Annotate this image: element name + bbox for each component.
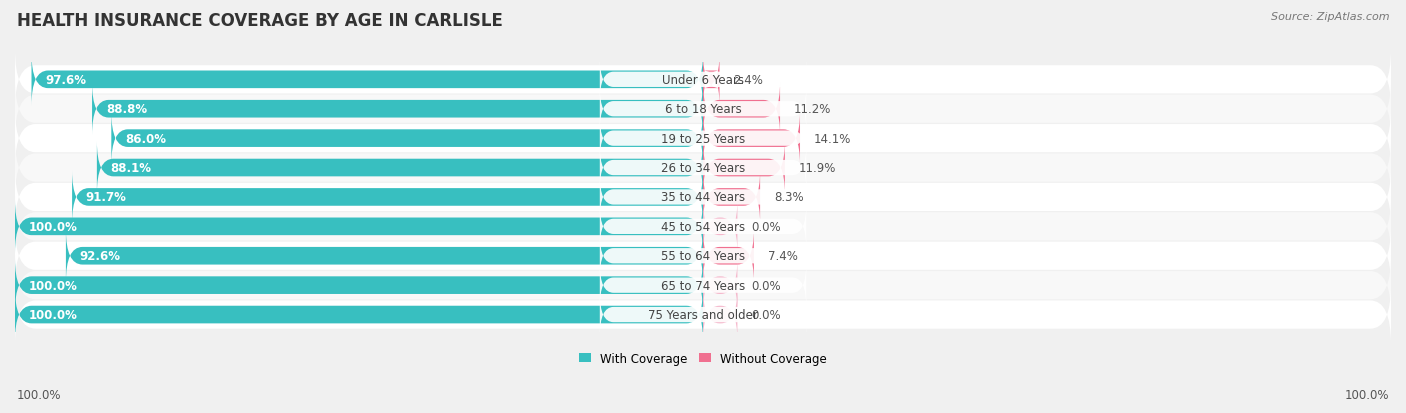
FancyBboxPatch shape <box>703 230 754 282</box>
FancyBboxPatch shape <box>15 138 1391 198</box>
FancyBboxPatch shape <box>91 83 703 136</box>
Text: 2.4%: 2.4% <box>734 74 763 87</box>
FancyBboxPatch shape <box>15 285 1391 345</box>
FancyBboxPatch shape <box>15 109 1391 169</box>
FancyBboxPatch shape <box>600 205 806 249</box>
Legend: With Coverage, Without Coverage: With Coverage, Without Coverage <box>574 347 832 370</box>
Text: 26 to 34 Years: 26 to 34 Years <box>661 161 745 175</box>
Text: 19 to 25 Years: 19 to 25 Years <box>661 132 745 145</box>
FancyBboxPatch shape <box>15 50 1391 110</box>
FancyBboxPatch shape <box>15 80 1391 139</box>
Text: 75 Years and older: 75 Years and older <box>648 309 758 321</box>
Text: Under 6 Years: Under 6 Years <box>662 74 744 87</box>
FancyBboxPatch shape <box>600 88 806 131</box>
FancyBboxPatch shape <box>72 171 703 224</box>
Text: 8.3%: 8.3% <box>773 191 803 204</box>
Text: 0.0%: 0.0% <box>751 309 780 321</box>
Text: 6 to 18 Years: 6 to 18 Years <box>665 103 741 116</box>
Text: 86.0%: 86.0% <box>125 132 166 145</box>
FancyBboxPatch shape <box>703 171 761 224</box>
Text: 88.1%: 88.1% <box>111 161 152 175</box>
FancyBboxPatch shape <box>600 176 806 219</box>
FancyBboxPatch shape <box>600 117 806 161</box>
Text: 100.0%: 100.0% <box>1344 388 1389 401</box>
Text: 100.0%: 100.0% <box>28 279 77 292</box>
Text: 88.8%: 88.8% <box>105 103 148 116</box>
FancyBboxPatch shape <box>600 147 806 190</box>
FancyBboxPatch shape <box>15 226 1391 286</box>
FancyBboxPatch shape <box>15 288 703 341</box>
Text: 11.9%: 11.9% <box>799 161 837 175</box>
FancyBboxPatch shape <box>66 230 703 282</box>
FancyBboxPatch shape <box>97 142 703 195</box>
FancyBboxPatch shape <box>703 142 785 195</box>
Text: 65 to 74 Years: 65 to 74 Years <box>661 279 745 292</box>
FancyBboxPatch shape <box>600 235 806 278</box>
FancyBboxPatch shape <box>703 112 800 165</box>
FancyBboxPatch shape <box>703 259 737 312</box>
FancyBboxPatch shape <box>15 256 1391 316</box>
FancyBboxPatch shape <box>15 168 1391 228</box>
Text: 100.0%: 100.0% <box>28 309 77 321</box>
Text: 7.4%: 7.4% <box>768 249 797 263</box>
Text: 100.0%: 100.0% <box>28 220 77 233</box>
FancyBboxPatch shape <box>31 54 703 107</box>
Text: 0.0%: 0.0% <box>751 220 780 233</box>
Text: 55 to 64 Years: 55 to 64 Years <box>661 249 745 263</box>
Text: 100.0%: 100.0% <box>17 388 62 401</box>
Text: 35 to 44 Years: 35 to 44 Years <box>661 191 745 204</box>
FancyBboxPatch shape <box>600 264 806 307</box>
FancyBboxPatch shape <box>703 200 737 253</box>
Text: 91.7%: 91.7% <box>86 191 127 204</box>
Text: 97.6%: 97.6% <box>45 74 86 87</box>
FancyBboxPatch shape <box>600 58 806 102</box>
Text: 14.1%: 14.1% <box>814 132 851 145</box>
Text: Source: ZipAtlas.com: Source: ZipAtlas.com <box>1271 12 1389 22</box>
FancyBboxPatch shape <box>703 54 720 107</box>
FancyBboxPatch shape <box>15 259 703 312</box>
Text: HEALTH INSURANCE COVERAGE BY AGE IN CARLISLE: HEALTH INSURANCE COVERAGE BY AGE IN CARL… <box>17 12 503 30</box>
FancyBboxPatch shape <box>15 197 1391 257</box>
Text: 45 to 54 Years: 45 to 54 Years <box>661 220 745 233</box>
FancyBboxPatch shape <box>600 293 806 337</box>
FancyBboxPatch shape <box>703 83 780 136</box>
FancyBboxPatch shape <box>111 112 703 165</box>
Text: 0.0%: 0.0% <box>751 279 780 292</box>
Text: 11.2%: 11.2% <box>794 103 831 116</box>
FancyBboxPatch shape <box>15 200 703 253</box>
FancyBboxPatch shape <box>703 288 737 341</box>
Text: 92.6%: 92.6% <box>80 249 121 263</box>
